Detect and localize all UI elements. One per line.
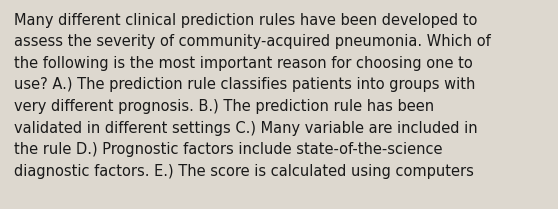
Text: Many different clinical prediction rules have been developed to
assess the sever: Many different clinical prediction rules… xyxy=(14,13,490,179)
